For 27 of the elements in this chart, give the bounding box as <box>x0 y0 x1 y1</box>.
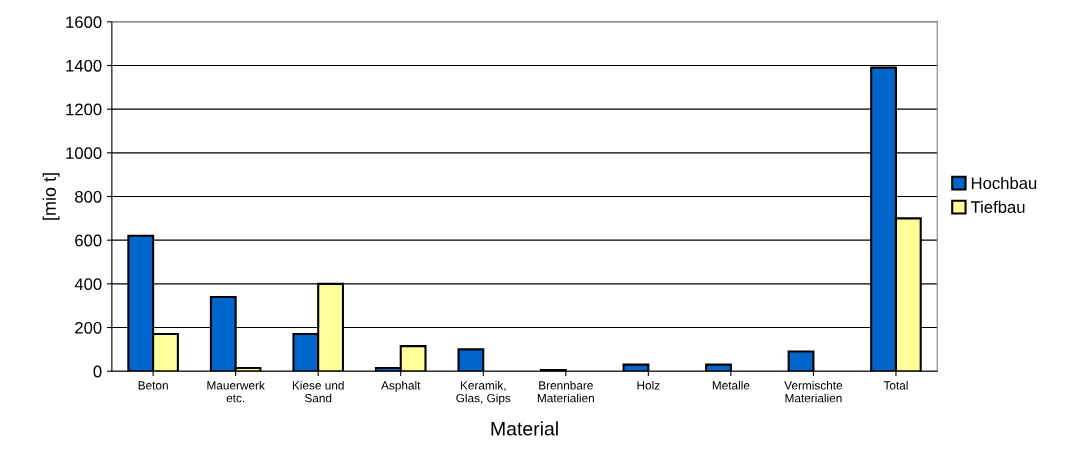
bar <box>787 350 815 372</box>
x-tick-label: Brennbare Materialien <box>537 380 594 403</box>
x-axis-title: Material <box>491 421 558 436</box>
x-tick-label: Metalle <box>712 380 750 390</box>
x-tick-label: Mauerwerk etc. <box>207 380 265 403</box>
legend-label: Hochbau <box>971 176 1037 190</box>
x-tick-label: Total <box>883 380 908 390</box>
bar <box>705 363 732 372</box>
y-tick-label: 600 <box>75 234 102 247</box>
y-tick-label: 400 <box>74 278 102 291</box>
y-axis-title: [mio t] <box>42 173 60 220</box>
bar <box>457 348 485 372</box>
y-tick-label: 0 <box>93 365 102 378</box>
x-tick-label: Vermischte Materialien <box>784 380 843 403</box>
y-tick-label: 800 <box>75 190 102 203</box>
legend-label: Tiefbau <box>970 200 1025 213</box>
bar <box>622 363 650 372</box>
y-tick-label: 200 <box>75 321 102 334</box>
x-tick-label: Holz <box>637 380 660 390</box>
x-tick-label: Beton <box>138 381 168 390</box>
y-tick-label: 1000 <box>66 147 102 160</box>
y-tick-label: 1200 <box>66 103 102 116</box>
y-tick-label: 1400 <box>66 59 102 72</box>
x-tick-label: Kiese und Sand <box>292 380 344 403</box>
x-tick-label: Asphalt <box>381 380 421 392</box>
x-tick-label: Keramik, Glas, Gips <box>456 380 511 405</box>
y-tick-label: 1600 <box>66 16 102 29</box>
